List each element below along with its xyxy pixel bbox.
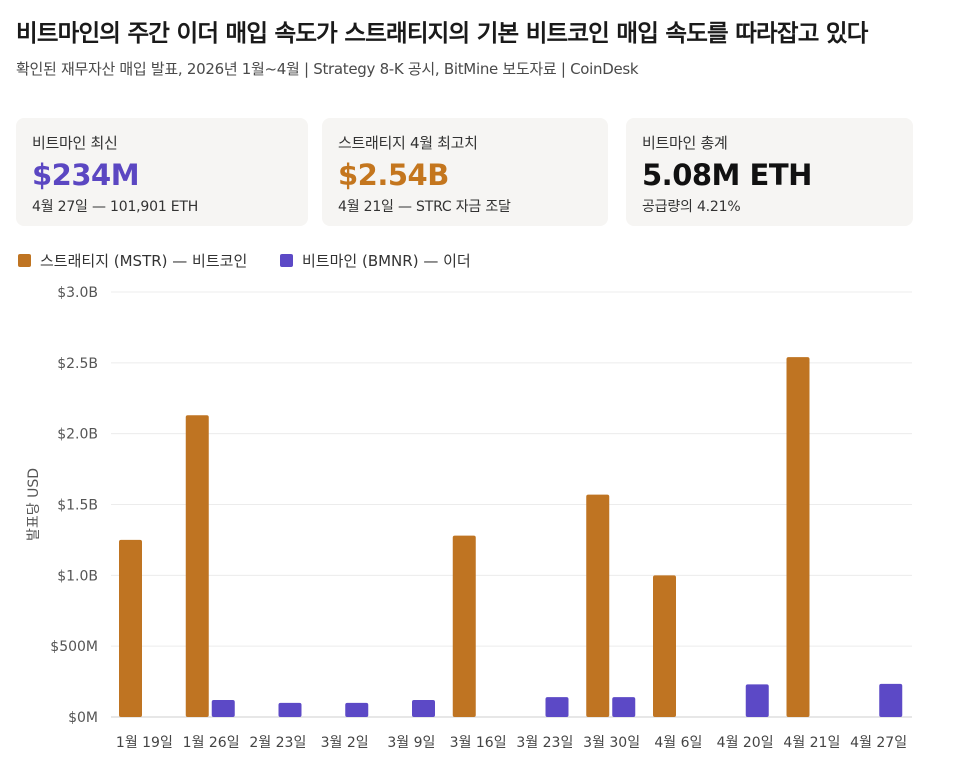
x-tick-label: 1월 19일 bbox=[116, 735, 173, 751]
y-tick-label: $0M bbox=[68, 710, 98, 726]
bar-bitmine bbox=[745, 684, 769, 717]
stat-card-sub: 4월 21일 — STRC 자금 조달 bbox=[338, 199, 511, 215]
stat-card-label: 스트래티지 4월 최고치 bbox=[338, 134, 478, 152]
y-tick-label: $3.0B bbox=[57, 285, 98, 301]
y-tick-label: $500M bbox=[50, 639, 98, 655]
stat-card-value: 5.08M ETH bbox=[642, 158, 812, 192]
page-title: 비트마인의 주간 이더 매입 속도가 스트래티지의 기본 비트코인 매입 속도를… bbox=[16, 19, 868, 47]
x-tick-label: 4월 21일 bbox=[783, 735, 840, 751]
y-axis-label: 발표당 USD bbox=[26, 468, 42, 541]
page-subtitle: 확인된 재무자산 매입 발표, 2026년 1월~4월 | Strategy 8… bbox=[16, 60, 639, 78]
bar-strategy bbox=[185, 415, 209, 717]
stat-card-value: $2.54B bbox=[338, 158, 449, 192]
legend-swatch-bitmine bbox=[280, 254, 293, 267]
bar-bitmine bbox=[545, 697, 569, 717]
stat-card-sub: 4월 27일 — 101,901 ETH bbox=[32, 199, 199, 215]
x-tick-label: 1월 26일 bbox=[183, 735, 240, 751]
bar-bitmine bbox=[879, 683, 903, 717]
legend-item-strategy: 스트래티지 (MSTR) — 비트코인 bbox=[18, 250, 247, 271]
bar-bitmine bbox=[211, 700, 235, 717]
bar-bitmine bbox=[612, 697, 636, 717]
bar-bitmine bbox=[345, 702, 369, 717]
bar-strategy bbox=[786, 357, 810, 717]
stat-card-bitmine-total: 비트마인 총계 5.08M ETH 공급량의 4.21% bbox=[626, 118, 913, 226]
legend-swatch-strategy bbox=[18, 254, 31, 267]
legend-item-bitmine: 비트마인 (BMNR) — 이더 bbox=[280, 250, 471, 271]
y-tick-label: $1.0B bbox=[57, 568, 98, 584]
legend-label: 스트래티지 (MSTR) — 비트코인 bbox=[40, 252, 248, 270]
bar-bitmine bbox=[278, 702, 302, 717]
x-tick-label: 3월 23일 bbox=[516, 735, 573, 751]
stat-card-value: $234M bbox=[32, 158, 140, 192]
x-tick-label: 3월 2일 bbox=[321, 735, 369, 751]
y-tick-label: $2.5B bbox=[57, 356, 98, 372]
x-tick-label: 3월 16일 bbox=[450, 735, 507, 751]
y-tick-label: $1.5B bbox=[57, 498, 98, 514]
stat-card-sub: 공급량의 4.21% bbox=[642, 199, 741, 215]
bar-strategy bbox=[653, 575, 676, 717]
x-tick-label: 3월 30일 bbox=[583, 735, 640, 751]
x-tick-label: 3월 9일 bbox=[387, 735, 435, 751]
y-tick-label: $2.0B bbox=[57, 427, 98, 443]
x-tick-label: 4월 6일 bbox=[654, 735, 702, 751]
stat-card-strategy-april-high: 스트래티지 4월 최고치 $2.54B 4월 21일 — STRC 자금 조달 bbox=[322, 118, 608, 226]
stat-card-label: 비트마인 최신 bbox=[32, 134, 118, 152]
stat-card-label: 비트마인 총계 bbox=[642, 134, 728, 152]
bar-chart: $0M $500M $1.0B $1.5B $2.0B $2.5B $3.0B 발표당 USD… bbox=[26, 285, 912, 751]
bar-strategy bbox=[119, 539, 142, 717]
x-tick-label: 4월 27일 bbox=[850, 735, 907, 751]
bar-strategy bbox=[452, 535, 476, 717]
stat-card-bitmine-latest: 비트마인 최신 $234M 4월 27일 — 101,901 ETH bbox=[16, 118, 308, 226]
bar-bitmine bbox=[412, 700, 435, 717]
legend-label: 비트마인 (BMNR) — 이더 bbox=[302, 252, 471, 270]
bar-strategy bbox=[586, 494, 610, 717]
x-tick-label: 2월 23일 bbox=[249, 735, 306, 751]
x-tick-label: 4월 20일 bbox=[717, 735, 774, 751]
